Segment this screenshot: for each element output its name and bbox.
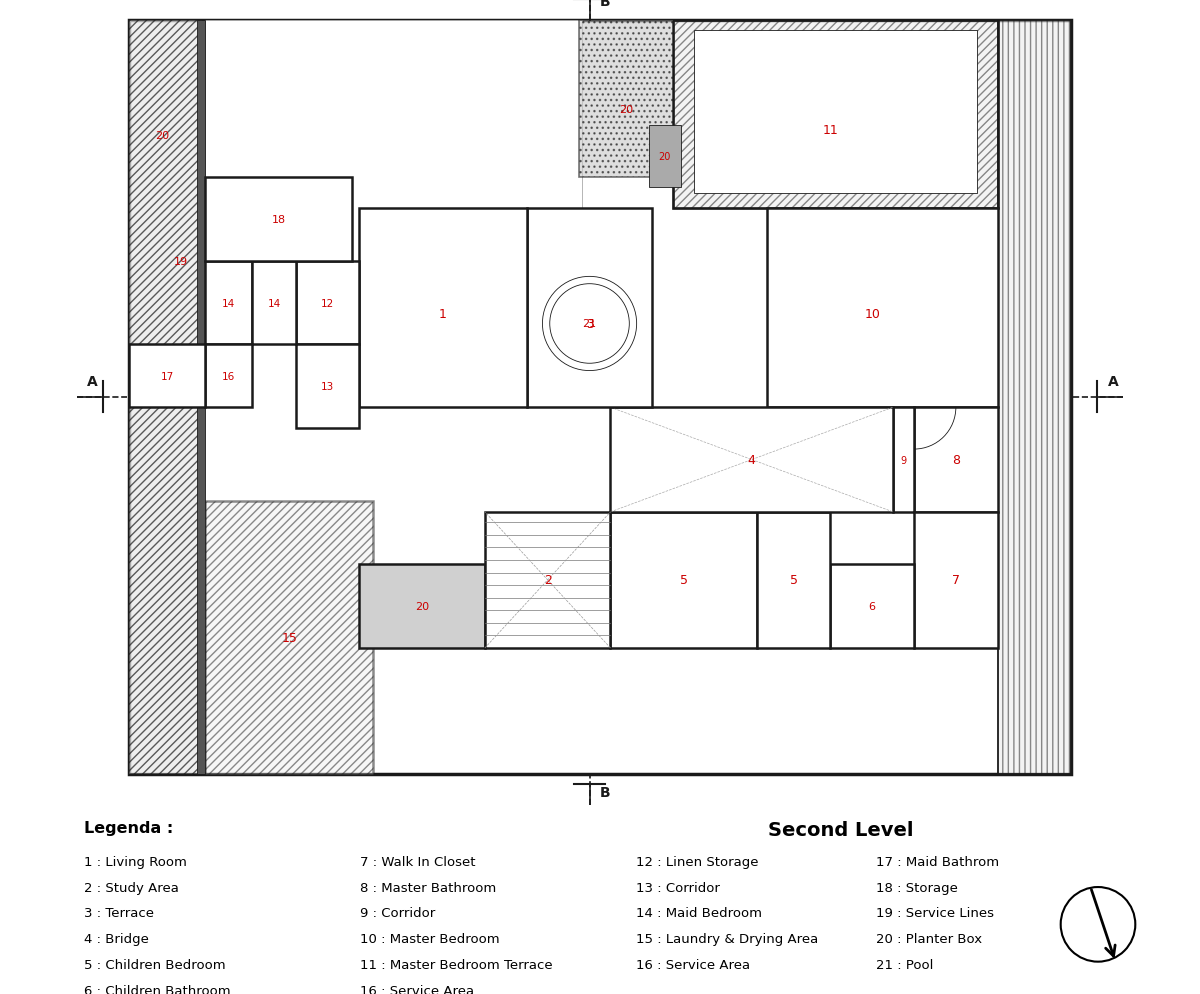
Bar: [649, 125, 680, 188]
Bar: [768, 209, 997, 408]
Text: 1: 1: [439, 307, 446, 320]
Text: B: B: [600, 0, 611, 9]
Text: 6: 6: [869, 601, 876, 611]
Text: 18: 18: [271, 215, 286, 225]
Text: 5: 5: [790, 574, 798, 586]
Text: 14: 14: [222, 298, 235, 308]
Bar: [205, 178, 352, 261]
Text: 1 : Living Room: 1 : Living Room: [84, 855, 187, 868]
Text: 18 : Storage: 18 : Storage: [876, 881, 958, 894]
Text: 8: 8: [952, 453, 960, 466]
Text: 6 : Children Bathroom: 6 : Children Bathroom: [84, 984, 230, 994]
Text: 20: 20: [156, 131, 169, 141]
Circle shape: [550, 284, 629, 364]
Bar: [757, 512, 830, 648]
Text: 7: 7: [952, 574, 960, 586]
Text: 14: 14: [268, 298, 281, 308]
Text: B: B: [600, 785, 611, 799]
Bar: [914, 512, 997, 648]
Bar: [205, 261, 252, 345]
Text: 11 : Master Bedroom Terrace: 11 : Master Bedroom Terrace: [360, 958, 553, 971]
Text: 20 : Planter Box: 20 : Planter Box: [876, 932, 982, 945]
Text: 5: 5: [679, 574, 688, 586]
Text: 3 : Terrace: 3 : Terrace: [84, 907, 154, 919]
Bar: [296, 345, 359, 428]
Bar: [485, 512, 611, 648]
Text: 15 : Laundry & Drying Area: 15 : Laundry & Drying Area: [636, 932, 818, 945]
Text: 12: 12: [322, 298, 335, 308]
Text: A: A: [1108, 375, 1118, 389]
Text: 9: 9: [900, 455, 907, 465]
Text: 17 : Maid Bathrom: 17 : Maid Bathrom: [876, 855, 1000, 868]
Bar: [205, 502, 373, 773]
Bar: [893, 408, 914, 512]
Text: 5 : Children Bedroom: 5 : Children Bedroom: [84, 958, 226, 971]
Bar: [205, 345, 252, 408]
Text: 7 : Walk In Closet: 7 : Walk In Closet: [360, 855, 475, 868]
Text: 9 : Corridor: 9 : Corridor: [360, 907, 436, 919]
Bar: [296, 261, 359, 345]
Text: 20: 20: [619, 104, 634, 114]
Text: 2 : Study Area: 2 : Study Area: [84, 881, 179, 894]
Bar: [611, 408, 893, 512]
Circle shape: [542, 277, 637, 371]
Text: Legenda :: Legenda :: [84, 820, 173, 835]
Text: 12 : Linen Storage: 12 : Linen Storage: [636, 855, 758, 868]
Text: 11: 11: [822, 124, 838, 137]
Text: 13: 13: [322, 382, 335, 392]
Text: 21: 21: [582, 319, 596, 329]
Bar: [830, 565, 914, 648]
Bar: [359, 565, 485, 648]
Text: Second Level: Second Level: [768, 820, 913, 839]
Bar: [580, 21, 673, 178]
Text: 15: 15: [281, 631, 298, 644]
Bar: [197, 21, 205, 773]
Text: 4: 4: [748, 453, 756, 466]
Bar: [611, 512, 757, 648]
Text: 16 : Service Area: 16 : Service Area: [636, 958, 750, 971]
Text: 19 : Service Lines: 19 : Service Lines: [876, 907, 994, 919]
Text: 8 : Master Bathroom: 8 : Master Bathroom: [360, 881, 497, 894]
Text: 13 : Corridor: 13 : Corridor: [636, 881, 720, 894]
Text: 16 : Service Area: 16 : Service Area: [360, 984, 474, 994]
Text: 20: 20: [415, 601, 430, 611]
Bar: [128, 345, 205, 408]
Bar: [359, 209, 527, 408]
Bar: [205, 21, 582, 261]
Bar: [252, 261, 296, 345]
Bar: [914, 408, 997, 512]
Text: 20: 20: [659, 152, 671, 162]
Text: 2: 2: [544, 574, 552, 586]
Bar: [673, 21, 997, 209]
Text: 19: 19: [174, 256, 188, 266]
Text: 16: 16: [222, 372, 235, 382]
Text: A: A: [86, 375, 97, 389]
Bar: [997, 21, 1072, 773]
Text: 4 : Bridge: 4 : Bridge: [84, 932, 149, 945]
Bar: [695, 32, 977, 194]
Text: 10: 10: [864, 307, 880, 320]
Text: 21 : Pool: 21 : Pool: [876, 958, 934, 971]
Text: 17: 17: [161, 372, 174, 382]
Bar: [997, 21, 1072, 773]
Bar: [128, 21, 203, 773]
Text: 10 : Master Bedroom: 10 : Master Bedroom: [360, 932, 499, 945]
Text: 14 : Maid Bedroom: 14 : Maid Bedroom: [636, 907, 762, 919]
Bar: [527, 209, 653, 408]
Bar: [673, 21, 997, 209]
Text: 3: 3: [586, 318, 594, 331]
